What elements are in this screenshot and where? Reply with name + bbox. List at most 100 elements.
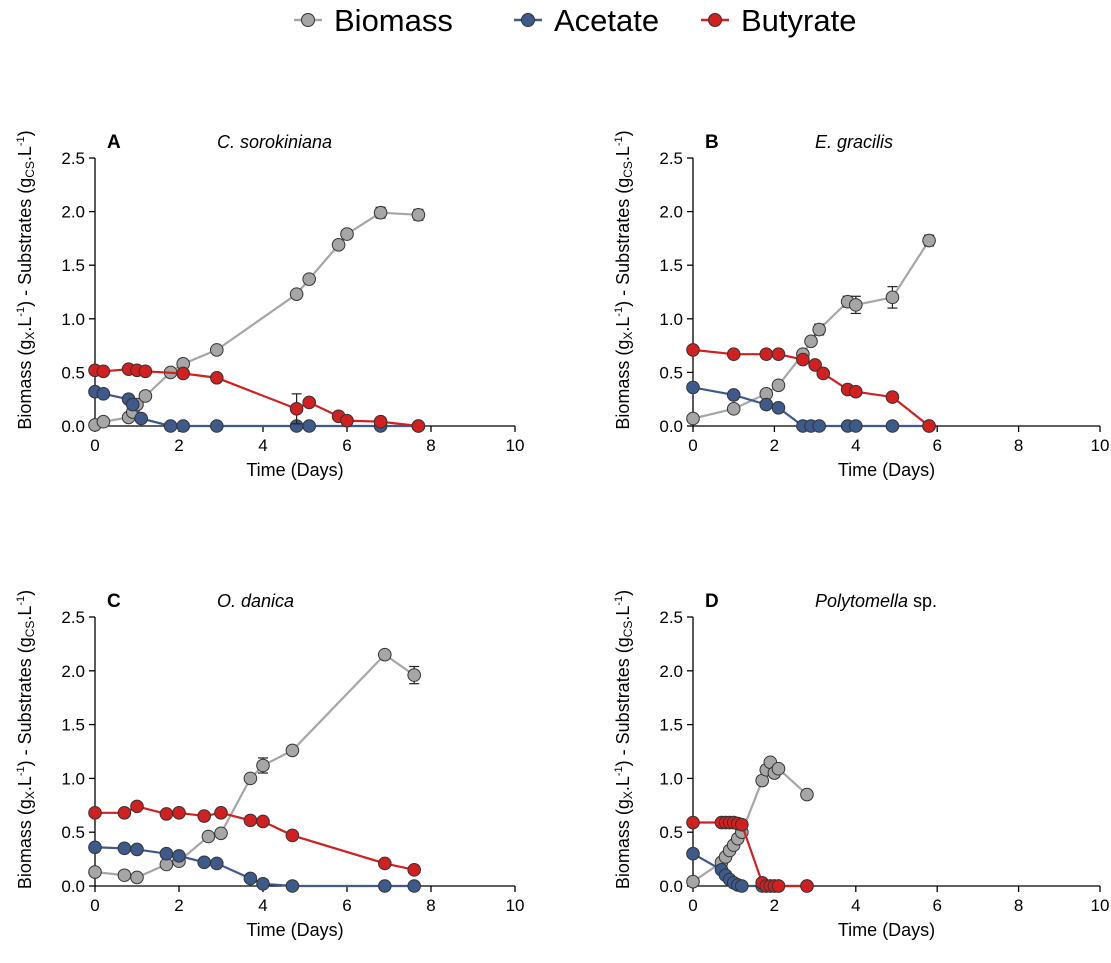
- series-biomass: [88, 205, 426, 432]
- data-point-biomass: [771, 761, 786, 776]
- data-point-butyrate: [771, 347, 786, 361]
- series-butyrate: [88, 799, 422, 877]
- data-point-butyrate: [88, 806, 102, 820]
- x-tick-label: 6: [342, 436, 351, 455]
- y-tick-label: 2.5: [61, 149, 85, 168]
- data-point-butyrate: [214, 806, 228, 820]
- data-point-acetate: [686, 380, 700, 395]
- panels: 0.0 0.5 1.0 1.5 2.0 2.5 0 2 4 6 8 10 Time (Days) Biom…: [15, 130, 1109, 940]
- y-axis-label: Biomass (gX.L-1) - Substrates (gCS.L-1): [15, 590, 37, 889]
- data-point-acetate: [134, 411, 148, 426]
- species-title: C. sorokiniana: [217, 132, 332, 152]
- data-point-acetate: [130, 842, 144, 857]
- y-tick-label: 2.0: [61, 203, 85, 222]
- data-point-biomass: [849, 298, 863, 312]
- x-tick-label: 10: [1091, 896, 1110, 915]
- data-point-butyrate: [759, 347, 774, 361]
- y-tick-label: 1.5: [61, 256, 85, 275]
- chart-panel-d: 0.0 0.5 1.0 1.5 2.0 2.5 0 2 4 6 8 10 Time (Days) Biom…: [613, 590, 1109, 940]
- panel-letter: B: [705, 132, 719, 153]
- y-tick-label: 2.0: [659, 662, 683, 681]
- data-point-acetate: [96, 387, 111, 401]
- data-point-acetate: [117, 841, 132, 856]
- data-point-acetate: [256, 877, 270, 891]
- chart-panel-a: 0.0 0.5 1.0 1.5 2.0 2.5 0 2 4 6 8 10 Time (Days) Biom…: [15, 130, 524, 480]
- data-point-biomass: [210, 343, 224, 357]
- data-point-biomass: [812, 322, 826, 337]
- series-biomass: [686, 755, 814, 889]
- data-point-butyrate: [243, 813, 258, 828]
- data-point-butyrate: [285, 828, 300, 843]
- data-point-butyrate: [735, 817, 749, 832]
- y-tick-label: 2.5: [659, 608, 683, 627]
- x-tick-label: 0: [90, 436, 99, 455]
- data-point-biomass: [214, 826, 228, 841]
- data-point-biomass: [331, 238, 346, 252]
- data-point-acetate: [88, 840, 102, 855]
- y-tick-label: 0.0: [659, 877, 683, 896]
- x-tick-label: 6: [342, 896, 351, 915]
- series-line-butyrate: [693, 821, 807, 888]
- data-point-biomass: [302, 272, 317, 286]
- species-name: O. danica: [217, 591, 294, 611]
- data-point-butyrate: [726, 347, 741, 361]
- x-axis-label: Time (Days): [838, 920, 935, 940]
- chart-panel-c: 0.0 0.5 1.0 1.5 2.0 2.5 0 2 4 6 8 10 Time (Days) Biom…: [15, 590, 524, 940]
- data-point-acetate: [686, 846, 700, 861]
- data-point-acetate: [812, 419, 826, 433]
- x-tick-label: 10: [1091, 436, 1110, 455]
- legend-item-acetate: Acetate: [514, 3, 659, 38]
- y-axis-label: Biomass (gX.L-1) - Substrates (gCS.L-1): [613, 130, 635, 429]
- legend: Biomass Acetate Butyrate: [294, 3, 856, 38]
- x-tick-label: 2: [770, 436, 779, 455]
- y-tick-label: 1.0: [659, 769, 683, 788]
- y-tick-label: 0.0: [61, 877, 85, 896]
- species-name: Polytomella: [815, 591, 908, 611]
- x-axis-label: Time (Days): [246, 920, 343, 940]
- x-tick-label: 8: [1014, 436, 1023, 455]
- data-point-biomass: [411, 208, 426, 222]
- x-tick-label: 4: [258, 896, 267, 915]
- data-point-biomass: [289, 287, 304, 301]
- species-title: E. gracilis: [815, 132, 893, 152]
- data-point-acetate: [243, 871, 258, 886]
- x-tick-label: 10: [506, 896, 525, 915]
- data-point-biomass: [117, 868, 132, 883]
- y-tick-label: 2.0: [659, 203, 683, 222]
- data-point-biomass: [686, 874, 700, 889]
- species-name: C. sorokiniana: [217, 132, 332, 152]
- series-butyrate: [686, 815, 814, 893]
- data-point-acetate: [759, 397, 774, 412]
- x-tick-label: 8: [426, 896, 435, 915]
- data-point-butyrate: [800, 879, 814, 893]
- data-point-acetate: [378, 879, 392, 893]
- data-point-acetate: [285, 879, 300, 893]
- data-point-acetate: [210, 856, 224, 871]
- y-tick-label: 0.5: [61, 363, 85, 382]
- data-point-butyrate: [922, 419, 936, 433]
- y-tick-label: 0.5: [659, 823, 683, 842]
- data-point-butyrate: [96, 364, 111, 379]
- species-suffix: sp.: [908, 591, 937, 611]
- data-point-butyrate: [378, 856, 392, 871]
- data-point-butyrate: [197, 809, 211, 823]
- x-tick-label: 4: [851, 436, 860, 455]
- x-axis-label: Time (Days): [246, 460, 343, 480]
- x-tick-label: 8: [1014, 896, 1023, 915]
- data-point-acetate: [885, 419, 900, 433]
- data-point-biomass: [407, 668, 422, 682]
- x-tick-label: 10: [506, 436, 525, 455]
- data-point-biomass: [726, 402, 741, 416]
- data-point-butyrate: [210, 370, 224, 385]
- data-point-biomass: [373, 205, 388, 220]
- data-point-butyrate: [340, 413, 354, 428]
- x-tick-label: 4: [258, 436, 267, 455]
- data-point-acetate: [197, 855, 211, 870]
- data-point-butyrate: [138, 364, 153, 379]
- legend-label: Biomass: [334, 3, 453, 38]
- data-point-acetate: [163, 419, 178, 433]
- data-point-biomass: [138, 389, 153, 403]
- y-tick-label: 0.5: [61, 823, 85, 842]
- data-point-butyrate: [172, 806, 186, 820]
